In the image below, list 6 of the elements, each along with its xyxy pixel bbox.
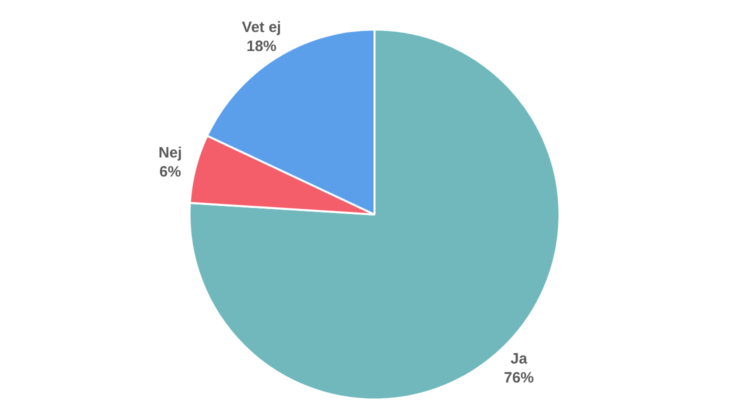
slice-label: Nej [158,144,182,162]
data-label: 18% [246,38,277,55]
slice-label: Vet ej [242,18,282,36]
data-label: 6% [159,164,182,181]
data-label: 76% [504,370,534,387]
slice-label: Ja [510,350,528,368]
